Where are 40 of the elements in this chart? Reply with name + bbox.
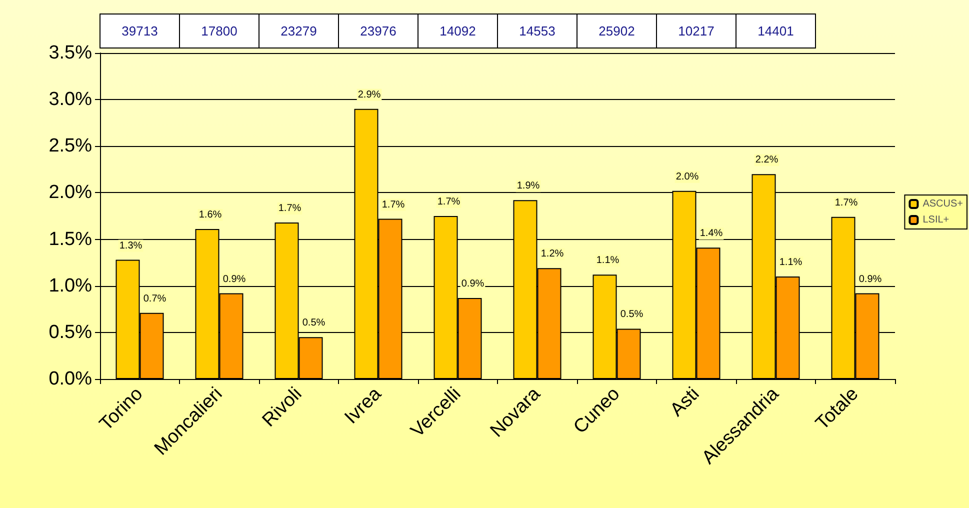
data-label: 1.6% (198, 210, 222, 221)
text: 23279 (280, 24, 317, 38)
y-tick-label: 1.0% (48, 275, 92, 296)
data-label: 1.7% (382, 199, 405, 210)
x-tick-label: Asti (666, 384, 704, 421)
legend-label: ASCUS+ (922, 198, 964, 210)
y-tick-label: 0.5% (48, 322, 92, 343)
y-tick-label: 3.5% (48, 42, 92, 64)
text: 14553 (519, 24, 556, 38)
data-label: 2.2% (755, 154, 778, 166)
data-label: 1.1% (596, 255, 620, 266)
data-label: 0.5% (302, 318, 326, 329)
text: 14092 (440, 24, 476, 38)
y-tick-label: 2.5% (48, 136, 92, 157)
y-tick-label: 1.5% (48, 228, 92, 250)
data-label: 2.9% (358, 89, 381, 100)
text: 25902 (598, 24, 635, 38)
text: 10217 (678, 24, 714, 38)
legend-label: LSIL+ (922, 214, 950, 226)
text: 39713 (122, 24, 158, 38)
y-tick-label: 3.0% (48, 89, 92, 110)
data-label: 1.3% (119, 240, 142, 252)
text: 14401 (758, 24, 794, 38)
data-label: 1.7% (278, 203, 302, 214)
data-label: 1.1% (779, 257, 802, 268)
data-label: 1.4% (700, 228, 723, 240)
data-label: 1.2% (540, 248, 564, 260)
y-tick-label: 2.0% (48, 182, 92, 204)
data-label: 0.9% (222, 274, 246, 285)
data-label: 1.9% (516, 180, 540, 192)
data-label: 0.5% (620, 309, 644, 320)
data-label: 0.7% (143, 293, 166, 304)
y-tick-label: 0.0% (48, 368, 92, 390)
data-label: 0.9% (461, 278, 484, 290)
text: 17800 (201, 24, 238, 38)
data-label: 1.7% (834, 197, 858, 208)
data-label: 1.7% (437, 196, 460, 208)
data-label: 0.9% (858, 274, 882, 285)
data-label: 2.0% (676, 171, 699, 182)
text: 23976 (360, 24, 396, 38)
